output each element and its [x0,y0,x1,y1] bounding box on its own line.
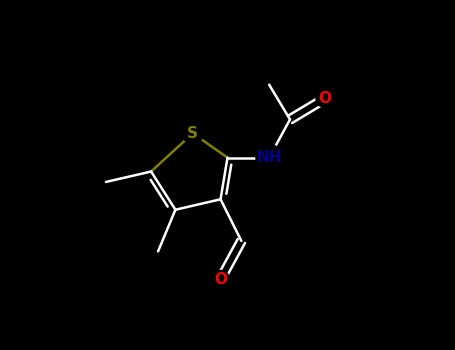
Circle shape [182,123,203,144]
Text: S: S [187,126,198,141]
Text: O: O [214,272,227,287]
Text: NH: NH [257,150,282,165]
Circle shape [212,271,229,288]
Circle shape [256,145,283,171]
Circle shape [316,90,334,107]
Text: O: O [318,91,331,106]
